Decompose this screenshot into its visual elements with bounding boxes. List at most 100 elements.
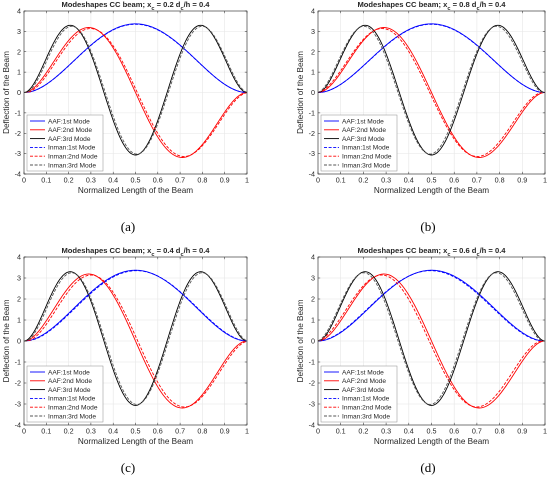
y-tick-label: 0 — [17, 337, 21, 346]
y-tick-label: 1 — [17, 68, 21, 77]
legend-entry-1: AAF:1st Mode — [48, 118, 90, 125]
legend-box — [26, 114, 104, 172]
x-tick-label: 0.9 — [517, 427, 527, 436]
y-tick-label: 0 — [17, 88, 21, 97]
x-tick-label: 0.7 — [175, 427, 185, 436]
series-line-6 — [24, 25, 247, 155]
legend-entry-5: Inman:2nd Mode — [48, 154, 98, 161]
series-line-1 — [318, 269, 545, 342]
chart-panel-1: Modeshapes CC beam; xc = 0.2 dc/h = 0.4 0… — [2, 0, 249, 234]
y-tick-label: -4 — [309, 421, 315, 430]
legend: AAF:1st Mode AAF:2nd Mode AAF:3rd Mode Inma… — [26, 114, 104, 172]
y-tick-label: 3 — [311, 27, 315, 36]
legend-entry-6: Inman:3rd Mode — [342, 413, 390, 420]
legend-entry-1: AAF:1st Mode — [342, 118, 384, 125]
series-line-4 — [318, 23, 545, 93]
x-tick-label: 0 — [316, 427, 320, 436]
y-tick-label: 4 — [17, 7, 21, 16]
x-tick-label: 0.9 — [517, 176, 527, 185]
series-line-5 — [24, 28, 247, 157]
x-tick-label: 0.3 — [381, 176, 391, 185]
chart-panel-2: Modeshapes CC beam; xc = 0.8 dc/h = 0.4 0… — [296, 0, 547, 234]
x-tick-label: 0.8 — [197, 176, 207, 185]
y-tick-label: -3 — [309, 149, 315, 158]
y-tick-label: 1 — [17, 316, 21, 325]
chart-title: Modeshapes CC beam; xc = 0.6 dc/h = 0.4 — [357, 246, 506, 258]
legend-entry-5: Inman:2nd Mode — [48, 405, 98, 412]
y-tick-label: -3 — [309, 400, 315, 409]
y-tick-label: 4 — [311, 7, 315, 16]
legend: AAF:1st Mode AAF:2nd Mode AAF:3rd Mode Inma… — [320, 365, 398, 423]
x-tick-label: 0.1 — [336, 427, 346, 436]
y-tick-label: -3 — [15, 149, 21, 158]
x-axis-label: Normalized Length of the Beam — [374, 186, 489, 195]
y-tick-label: -4 — [15, 421, 21, 430]
legend-entry-5: Inman:2nd Mode — [342, 154, 392, 161]
series-line-5 — [318, 274, 545, 408]
x-tick-label: 1 — [543, 427, 547, 436]
y-tick-label: 3 — [17, 27, 21, 36]
legend-entry-6: Inman:3rd Mode — [342, 162, 390, 169]
x-tick-label: 0.3 — [86, 176, 96, 185]
x-tick-label: 1 — [245, 427, 249, 436]
legend-entry-1: AAF:1st Mode — [342, 369, 384, 376]
x-tick-label: 0.1 — [41, 176, 51, 185]
y-tick-label: 2 — [311, 295, 315, 304]
legend: AAF:1st Mode AAF:2nd Mode AAF:3rd Mode Inma… — [26, 365, 104, 423]
legend-entry-5: Inman:2nd Mode — [342, 405, 392, 412]
x-tick-label: 0 — [22, 176, 26, 185]
legend-entry-2: AAF:2nd Mode — [342, 378, 386, 385]
x-tick-label: 0.5 — [131, 176, 141, 185]
y-tick-label: 1 — [311, 316, 315, 325]
x-tick-label: 0.8 — [495, 176, 505, 185]
legend-entry-3: AAF:3rd Mode — [48, 387, 91, 394]
legend-entry-4: Inman:1st Mode — [342, 145, 390, 152]
y-tick-label: 4 — [311, 253, 315, 262]
x-tick-label: 0 — [22, 427, 26, 436]
x-tick-label: 0.4 — [404, 176, 414, 185]
x-tick-label: 0.2 — [358, 427, 368, 436]
x-tick-label: 0.6 — [153, 176, 163, 185]
series-line-2 — [24, 27, 247, 158]
series-line-6 — [318, 25, 545, 155]
series-group — [318, 23, 545, 158]
x-tick-label: 0.5 — [131, 427, 141, 436]
series-line-4 — [24, 23, 247, 93]
y-tick-label: 3 — [311, 274, 315, 283]
x-tick-label: 1 — [543, 176, 547, 185]
series-line-3 — [318, 24, 545, 156]
legend-entry-6: Inman:3rd Mode — [48, 162, 96, 169]
series-line-3 — [24, 271, 247, 406]
x-tick-label: 0.8 — [197, 427, 207, 436]
legend-entry-2: AAF:2nd Mode — [342, 127, 386, 134]
y-tick-label: 2 — [17, 47, 21, 56]
series-line-2 — [318, 27, 545, 158]
legend-entry-3: AAF:3rd Mode — [342, 136, 385, 143]
y-axis-label: Deflection of the Beam — [2, 51, 11, 134]
series-line-6 — [24, 272, 247, 405]
legend-entry-2: AAF:2nd Mode — [48, 127, 92, 134]
legend-entry-6: Inman:3rd Mode — [48, 413, 96, 420]
x-tick-label: 0.6 — [449, 176, 459, 185]
x-tick-label: 0.6 — [449, 427, 459, 436]
y-tick-label: -2 — [309, 129, 315, 138]
series-line-4 — [318, 270, 545, 342]
y-axis-label: Deflection of the Beam — [2, 299, 11, 382]
x-tick-label: 0.8 — [495, 427, 505, 436]
x-tick-label: 0.7 — [472, 176, 482, 185]
panel-caption: (b) — [420, 219, 435, 234]
y-tick-label: -1 — [15, 358, 21, 367]
legend-box — [320, 365, 398, 423]
y-tick-label: 0 — [311, 337, 315, 346]
chart-title: Modeshapes CC beam; xc = 0.4 dc/h = 0.4 — [61, 246, 210, 258]
x-tick-label: 0.4 — [108, 427, 118, 436]
x-tick-label: 0.5 — [427, 427, 437, 436]
x-tick-label: 0.3 — [381, 427, 391, 436]
y-tick-label: -1 — [309, 358, 315, 367]
x-tick-label: 0.7 — [472, 427, 482, 436]
series-line-5 — [24, 274, 247, 408]
x-tick-label: 1 — [245, 176, 249, 185]
legend-entry-4: Inman:1st Mode — [342, 396, 390, 403]
panel-caption: (c) — [121, 460, 135, 475]
